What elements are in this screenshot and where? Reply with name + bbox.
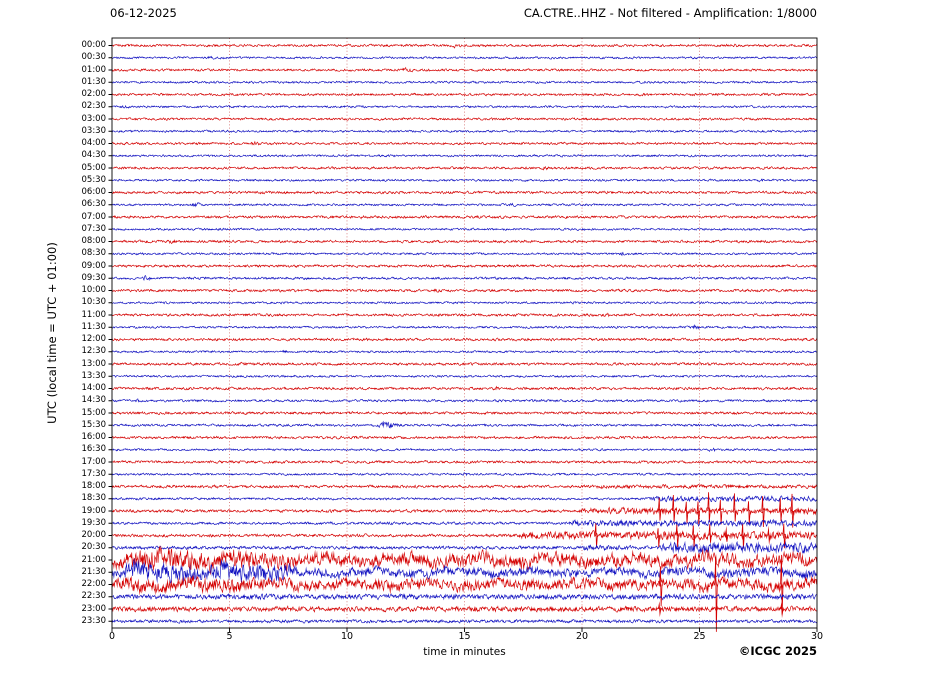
- y-tick-label: 14:30: [81, 395, 107, 406]
- y-tick-label: 23:00: [81, 603, 107, 614]
- chart-title: CA.CTRE..HHZ - Not filtered - Amplificat…: [523, 6, 817, 20]
- y-tick-label: 01:30: [81, 76, 107, 87]
- y-tick-label: 06:30: [81, 199, 107, 210]
- y-tick-label: 08:30: [81, 248, 107, 259]
- x-tick-label: 20: [575, 631, 589, 642]
- x-tick-label: 0: [108, 631, 116, 642]
- y-tick-label: 23:30: [81, 615, 107, 626]
- x-axis-label: time in minutes: [423, 646, 506, 658]
- y-tick-label: 20:00: [81, 530, 107, 540]
- x-tick-label: 5: [226, 631, 233, 642]
- y-tick-label: 16:30: [81, 444, 107, 455]
- y-tick-label: 22:00: [81, 579, 107, 589]
- y-tick-label: 18:30: [81, 493, 107, 504]
- y-tick-label: 16:00: [81, 432, 107, 442]
- y-tick-label: 21:30: [81, 566, 107, 577]
- y-tick-label: 22:30: [81, 591, 107, 602]
- x-tick-label: 10: [340, 631, 354, 642]
- y-tick-label: 12:30: [81, 346, 107, 357]
- y-tick-label: 13:30: [81, 370, 107, 381]
- y-tick-label: 18:00: [81, 481, 107, 491]
- y-tick-label: 11:30: [81, 321, 107, 332]
- y-tick-label: 11:00: [81, 309, 107, 320]
- y-tick-label: 13:00: [81, 358, 107, 369]
- copyright-label: ©ICGC 2025: [738, 644, 817, 658]
- y-tick-label: 05:00: [81, 162, 107, 173]
- y-tick-label: 15:30: [81, 419, 107, 430]
- y-tick-label: 02:30: [81, 101, 107, 112]
- y-tick-label: 17:00: [81, 456, 107, 467]
- y-tick-label: 03:30: [81, 125, 107, 136]
- y-tick-label: 21:00: [81, 554, 107, 565]
- y-tick-label: 02:00: [81, 89, 107, 99]
- y-tick-label: 05:30: [81, 174, 107, 185]
- y-tick-label: 00:00: [81, 40, 107, 50]
- y-tick-label: 10:30: [81, 297, 107, 308]
- y-tick-label: 09:30: [81, 272, 107, 283]
- y-tick-label: 08:00: [81, 236, 107, 246]
- y-tick-label: 10:00: [81, 285, 107, 295]
- date-label: 06-12-2025: [110, 6, 177, 20]
- y-tick-label: 12:00: [81, 334, 107, 344]
- y-tick-label: 04:30: [81, 150, 107, 161]
- x-tick-label: 15: [458, 631, 471, 642]
- y-tick-label: 04:00: [81, 138, 107, 148]
- y-tick-label: 15:00: [81, 407, 107, 418]
- x-tick-label: 25: [693, 631, 706, 642]
- y-tick-label: 07:00: [81, 211, 107, 222]
- y-tick-label: 00:30: [81, 52, 107, 63]
- y-tick-label: 03:00: [81, 113, 107, 124]
- x-tick-label: 30: [810, 631, 824, 642]
- y-tick-label: 14:00: [81, 383, 107, 393]
- y-tick-label: 07:30: [81, 223, 107, 234]
- y-tick-label: 19:00: [81, 505, 107, 516]
- y-tick-label: 09:00: [81, 260, 107, 271]
- y-tick-label: 01:00: [81, 64, 107, 75]
- y-tick-label: 19:30: [81, 517, 107, 528]
- y-tick-label: 20:30: [81, 542, 107, 553]
- y-tick-label: 17:30: [81, 468, 107, 479]
- y-tick-label: 06:00: [81, 187, 107, 197]
